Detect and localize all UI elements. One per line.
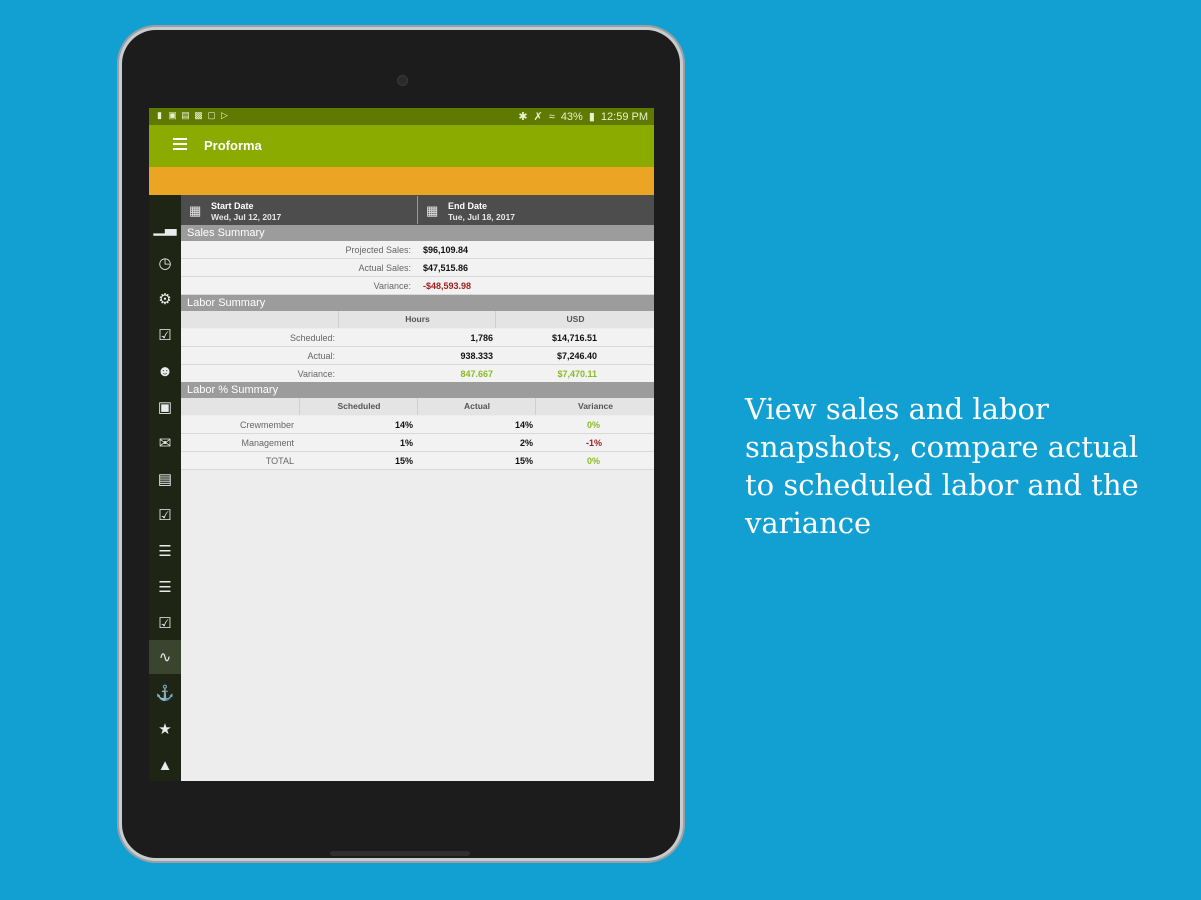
activity-chart-icon[interactable]: ∿ bbox=[149, 640, 181, 674]
device-top-mark bbox=[470, 26, 472, 33]
notification-icon: ▮ bbox=[157, 110, 162, 120]
row-label: Scheduled: bbox=[289, 333, 335, 343]
battery-icon: ▮ bbox=[588, 111, 595, 123]
menu-icon[interactable] bbox=[173, 138, 187, 150]
table-row: Variance: 847.667 $7,470.11 bbox=[181, 365, 654, 383]
table-row: Actual: 938.333 $7,246.40 bbox=[181, 347, 654, 365]
sidebar: ▁▃ ◷ ⚙ ☑ ☻ ▣ ✉ ▤ ☑ ☰ ☰ ☑ ∿ ⚓ ★ ▲ bbox=[149, 195, 181, 781]
date-range-bar: ▦ Start Date Wed, Jul 12, 2017 ▦ End Dat… bbox=[181, 195, 654, 225]
calendar-icon: ▦ bbox=[426, 203, 439, 218]
accent-strip bbox=[149, 167, 654, 195]
variance-value: -1% bbox=[586, 438, 603, 448]
clock-time: 12:59 PM bbox=[600, 110, 648, 123]
row-value: $96,109.84 bbox=[423, 245, 469, 255]
promo-tagline: View sales and labor snapshots, compare … bbox=[745, 392, 1139, 540]
hours-value: 938.333 bbox=[460, 351, 493, 361]
mute-icon: ✗ bbox=[533, 111, 543, 123]
book-icon[interactable]: ☰ bbox=[158, 543, 172, 560]
front-camera bbox=[397, 75, 408, 86]
actual-value: 2% bbox=[519, 438, 533, 448]
checklist-icon[interactable]: ☰ bbox=[158, 579, 172, 596]
column-header: Actual bbox=[417, 398, 536, 415]
row-label: Projected Sales: bbox=[345, 245, 411, 255]
bluetooth-icon: ✱ bbox=[518, 111, 528, 123]
hours-value: 847.667 bbox=[460, 369, 493, 379]
actual-value: 15% bbox=[514, 456, 533, 466]
labor-pct-column-headers: Scheduled Actual Variance bbox=[181, 398, 654, 415]
system-status: ✱ ✗ ≈ 43% ▮ 12:59 PM bbox=[518, 110, 648, 124]
notification-icon: ▣ bbox=[168, 110, 177, 120]
speaker-grill bbox=[330, 851, 470, 856]
bar-chart-icon[interactable]: ▁▃ bbox=[153, 219, 177, 236]
status-bar: ▮ ▣ ▤ ▩ ▢ ▷ ✱ ✗ ≈ 43% ▮ 12:59 PM bbox=[149, 108, 654, 125]
variance-value: 0% bbox=[587, 456, 601, 466]
clock-icon[interactable]: ◷ bbox=[158, 255, 172, 272]
calendar-check-icon[interactable]: ☑ bbox=[158, 327, 172, 344]
row-label: Actual Sales: bbox=[358, 263, 411, 273]
variance-value: 0% bbox=[587, 420, 601, 430]
play-store-icon: ▷ bbox=[221, 110, 228, 120]
calendar-star-icon[interactable]: ★ bbox=[158, 721, 172, 738]
column-header: Hours bbox=[338, 311, 496, 328]
contact-card-icon[interactable]: ▣ bbox=[157, 399, 173, 416]
labor-pct-summary-header: Labor % Summary bbox=[181, 382, 654, 398]
calendar-icon: ▦ bbox=[189, 203, 202, 218]
end-date-picker[interactable]: ▦ End Date Tue, Jul 18, 2017 bbox=[418, 195, 654, 225]
date-divider bbox=[417, 196, 418, 224]
labor-column-headers: Hours USD bbox=[181, 311, 654, 328]
column-header: USD bbox=[495, 311, 654, 328]
envelope-icon[interactable]: ✉ bbox=[158, 435, 172, 452]
scheduled-value: 1% bbox=[399, 438, 413, 448]
table-row: Scheduled: 1,786 $14,716.51 bbox=[181, 329, 654, 347]
start-date-value: Wed, Jul 12, 2017 bbox=[211, 212, 282, 222]
person-icon[interactable]: ☻ bbox=[157, 362, 173, 380]
notification-icon: ▤ bbox=[181, 110, 190, 120]
row-value: -$48,593.98 bbox=[423, 281, 472, 291]
row-label: Crewmember bbox=[239, 420, 294, 430]
end-date-label: End Date bbox=[448, 201, 488, 211]
calendar-check-icon[interactable]: ☑ bbox=[158, 615, 172, 632]
table-row: Variance: -$48,593.98 bbox=[181, 277, 654, 295]
scheduled-value: 15% bbox=[394, 456, 413, 466]
notification-icon: ▢ bbox=[207, 110, 216, 120]
row-label: TOTAL bbox=[265, 456, 294, 466]
row-label: Variance: bbox=[373, 281, 411, 291]
usd-value: $14,716.51 bbox=[551, 333, 597, 343]
start-date-label: Start Date bbox=[211, 201, 254, 211]
notification-icon: ▩ bbox=[194, 110, 203, 120]
table-row: Management 1% 2% -1% bbox=[181, 434, 654, 452]
table-row: Projected Sales: $96,109.84 bbox=[181, 241, 654, 259]
labor-summary-header: Labor Summary bbox=[181, 295, 654, 311]
usd-value: $7,246.40 bbox=[556, 351, 597, 361]
main-content: ▦ Start Date Wed, Jul 12, 2017 ▦ End Dat… bbox=[181, 195, 654, 781]
page-title: Proforma bbox=[204, 138, 262, 153]
row-label: Variance: bbox=[297, 369, 335, 379]
gear-icon[interactable]: ⚙ bbox=[158, 291, 172, 308]
document-icon[interactable]: ▤ bbox=[157, 471, 173, 488]
graduation-cap-icon[interactable]: ▲ bbox=[157, 756, 173, 774]
end-date-value: Tue, Jul 18, 2017 bbox=[448, 212, 515, 222]
battery-level: 43% bbox=[560, 110, 583, 123]
device-screen: ▮ ▣ ▤ ▩ ▢ ▷ ✱ ✗ ≈ 43% ▮ 12:59 PM Proform… bbox=[149, 108, 654, 781]
table-row: Crewmember 14% 14% 0% bbox=[181, 416, 654, 434]
notification-icons: ▮ ▣ ▤ ▩ ▢ ▷ bbox=[155, 110, 229, 121]
column-header: Variance bbox=[535, 398, 654, 415]
row-label: Actual: bbox=[307, 351, 335, 361]
column-header: Scheduled bbox=[299, 398, 418, 415]
usd-value: $7,470.11 bbox=[557, 369, 597, 379]
start-date-picker[interactable]: ▦ Start Date Wed, Jul 12, 2017 bbox=[181, 195, 417, 225]
wifi-icon: ≈ bbox=[548, 110, 555, 123]
app-bar: Proforma bbox=[149, 125, 654, 167]
hours-value: 1,786 bbox=[470, 333, 493, 343]
row-label: Management bbox=[241, 438, 294, 448]
sales-summary-header: Sales Summary bbox=[181, 225, 654, 241]
row-value: $47,515.86 bbox=[423, 263, 469, 273]
table-row: Actual Sales: $47,515.86 bbox=[181, 259, 654, 277]
table-row: TOTAL 15% 15% 0% bbox=[181, 452, 654, 470]
scheduled-value: 14% bbox=[394, 420, 413, 430]
bank-icon[interactable]: ⚓ bbox=[155, 685, 175, 702]
checkbox-icon[interactable]: ☑ bbox=[158, 507, 172, 524]
actual-value: 14% bbox=[514, 420, 533, 430]
